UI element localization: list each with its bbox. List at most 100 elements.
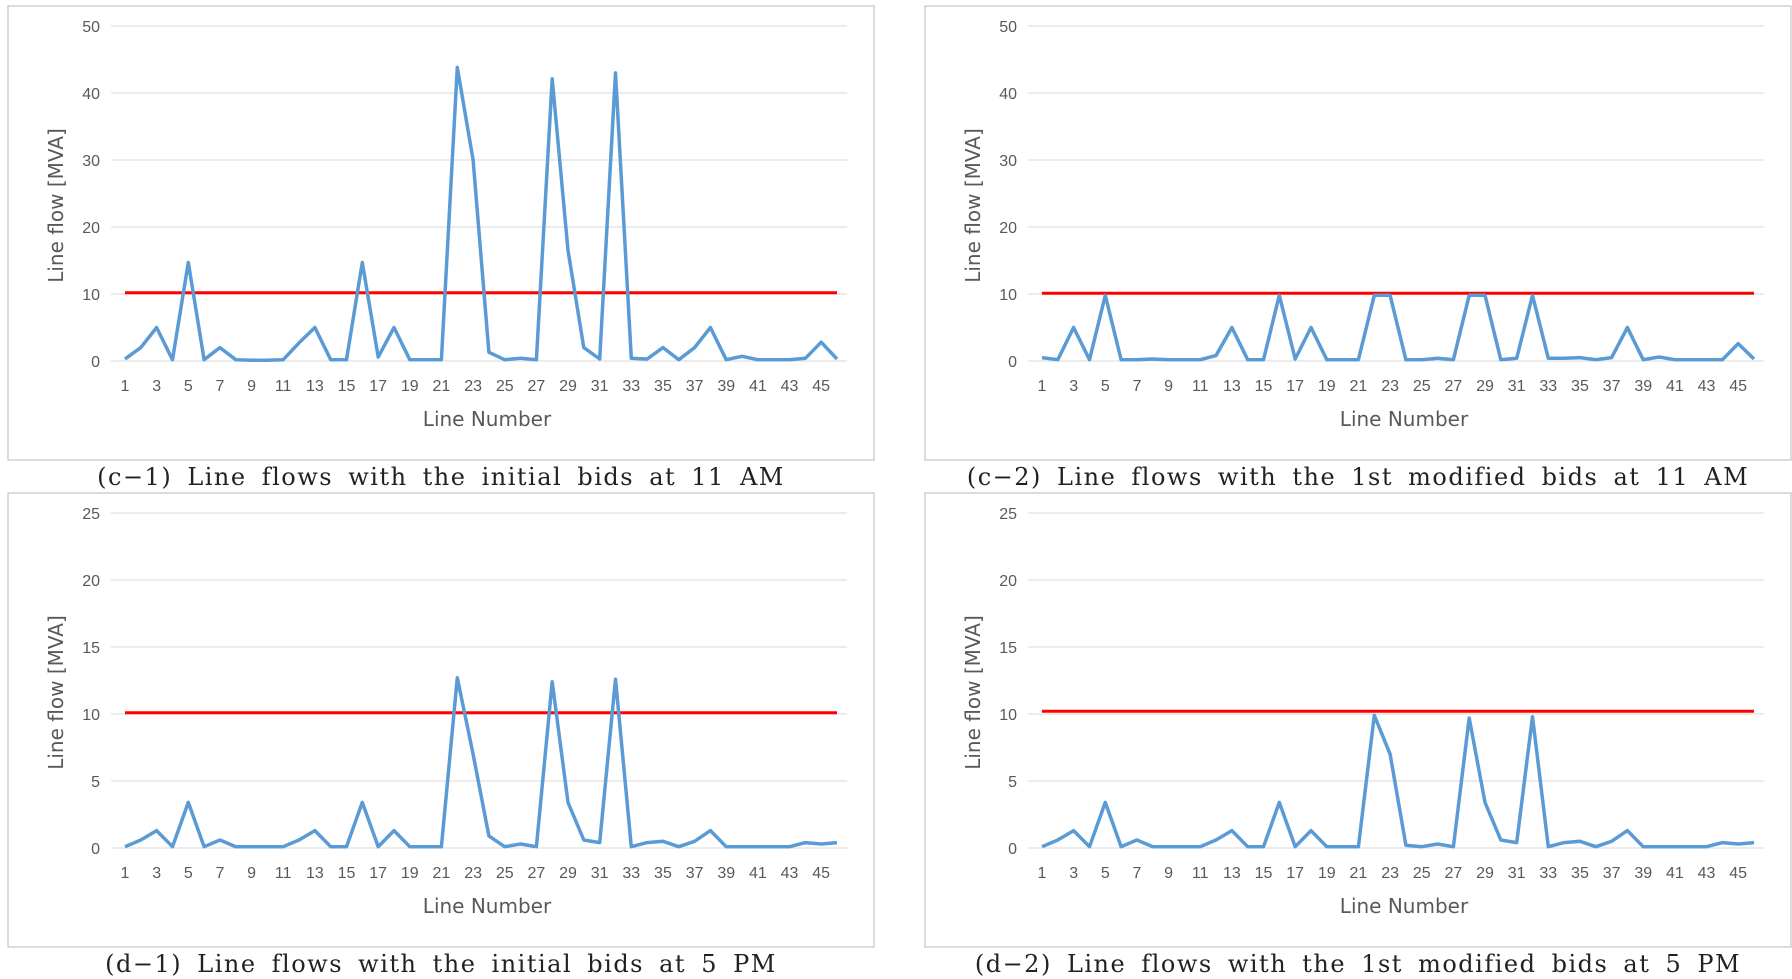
chart-frame (7, 492, 875, 948)
y-tick-label: 20 (999, 573, 1017, 590)
x-tick-label: 5 (1101, 378, 1110, 395)
x-axis-label: Line Number (423, 894, 552, 918)
y-tick-label: 20 (82, 220, 100, 237)
y-tick-label: 15 (82, 640, 100, 657)
x-tick-label: 35 (654, 865, 672, 882)
x-tick-label: 11 (1192, 865, 1209, 882)
x-tick-label: 37 (686, 865, 704, 882)
y-tick-label: 15 (999, 640, 1017, 657)
x-tick-label: 43 (781, 865, 799, 882)
x-tick-label: 39 (717, 378, 735, 395)
x-tick-label: 27 (1444, 378, 1462, 395)
y-tick-label: 20 (82, 573, 100, 590)
x-tick-label: 29 (1476, 865, 1494, 882)
chart-panel-d2: 0 5 10 15 20 25 1 3 5 7 9 11 13 15 17 19 21 23 25 27 29 31 33 3… (924, 492, 1792, 978)
x-tick-label: 13 (1223, 865, 1241, 882)
y-axis-label: Line flow [MVA] (44, 128, 68, 283)
x-tick-label: 7 (215, 378, 224, 395)
x-tick-label: 35 (1571, 378, 1589, 395)
x-tick-label: 45 (1729, 865, 1747, 882)
chart-frame (924, 492, 1792, 948)
y-axis-label: Line flow [MVA] (44, 615, 68, 770)
line-flow-series (1041, 713, 1755, 849)
x-tick-label: 25 (1413, 378, 1431, 395)
x-tick-label: 7 (215, 865, 224, 882)
x-tick-label: 29 (1476, 378, 1494, 395)
x-tick-label: 29 (559, 378, 577, 395)
chart-panel-c2: 0 10 20 30 40 50 1 3 5 7 9 11 13 15 17 19 21 23 25 27 29 31 33… (924, 5, 1792, 491)
x-tick-label: 43 (1698, 865, 1716, 882)
y-tick-label: 0 (1008, 841, 1017, 858)
caption-d1: (d−1) Line flows with the initial bids a… (105, 950, 777, 978)
x-tick-label: 11 (1192, 378, 1209, 395)
x-tick-label: 1 (1038, 865, 1047, 882)
x-tick-label: 31 (1508, 378, 1526, 395)
caption-c2: (c−2) Line flows with the 1st modified b… (966, 463, 1750, 491)
y-tick-label: 30 (82, 153, 100, 170)
x-tick-label: 23 (1381, 865, 1399, 882)
x-tick-label: 3 (1069, 378, 1078, 395)
x-tick-label: 31 (591, 378, 609, 395)
x-tick-label: 3 (152, 865, 161, 882)
caption-d2: (d−2) Line flows with the 1st modified b… (974, 950, 1742, 978)
y-tick-label: 10 (999, 287, 1017, 304)
y-tick-label: 40 (999, 86, 1017, 103)
x-tick-label: 1 (1038, 378, 1047, 395)
x-tick-label: 23 (464, 865, 482, 882)
x-tick-label: 45 (812, 865, 830, 882)
x-tick-label: 3 (152, 378, 161, 395)
x-tick-label: 33 (1539, 865, 1557, 882)
x-tick-label: 35 (654, 378, 672, 395)
y-tick-label: 10 (999, 707, 1017, 724)
y-tick-label: 30 (999, 153, 1017, 170)
chart-frame (7, 5, 875, 461)
x-tick-label: 39 (1634, 865, 1652, 882)
x-tick-label: 25 (1413, 865, 1431, 882)
x-tick-label: 41 (1666, 865, 1684, 882)
x-tick-label: 15 (338, 865, 356, 882)
x-axis-label: Line Number (1340, 894, 1469, 918)
x-tick-label: 31 (591, 865, 609, 882)
x-tick-label: 11 (275, 378, 292, 395)
y-tick-label: 10 (82, 287, 100, 304)
x-tick-label: 1 (121, 378, 130, 395)
x-tick-label: 15 (338, 378, 356, 395)
y-axis-label: Line flow [MVA] (961, 128, 985, 283)
y-tick-label: 0 (91, 841, 100, 858)
x-axis-label: Line Number (1340, 407, 1469, 431)
x-tick-label: 39 (717, 865, 735, 882)
x-tick-label: 13 (306, 865, 324, 882)
caption-c1: (c−1) Line flows with the initial bids a… (97, 463, 785, 491)
x-tick-label: 21 (433, 865, 451, 882)
y-tick-label: 50 (999, 19, 1017, 36)
y-tick-label: 5 (91, 774, 100, 791)
y-tick-label: 25 (999, 506, 1017, 523)
x-tick-label: 27 (1444, 865, 1462, 882)
x-tick-label: 5 (184, 378, 193, 395)
x-tick-label: 31 (1508, 865, 1526, 882)
x-tick-label: 21 (433, 378, 451, 395)
y-tick-label: 25 (82, 506, 100, 523)
x-tick-label: 5 (1101, 865, 1110, 882)
x-tick-label: 37 (1603, 865, 1621, 882)
chart-panel-d1: 0 5 10 15 20 25 1 3 5 7 9 11 13 15 17 19 21 23 25 27 29 31 33 3… (7, 492, 875, 978)
x-tick-label: 15 (1255, 865, 1273, 882)
x-tick-label: 21 (1350, 378, 1368, 395)
x-tick-label: 1 (121, 865, 130, 882)
x-tick-label: 19 (401, 378, 419, 395)
x-tick-label: 17 (369, 865, 387, 882)
x-tick-label: 37 (686, 378, 704, 395)
y-tick-label: 10 (82, 707, 100, 724)
x-tick-label: 13 (306, 378, 324, 395)
x-tick-label: 25 (496, 865, 514, 882)
x-tick-label: 5 (184, 865, 193, 882)
line-flow-series (1041, 293, 1756, 362)
x-tick-label: 27 (527, 865, 545, 882)
line-flow-series (123, 65, 839, 363)
y-tick-label: 50 (82, 19, 100, 36)
x-axis-label: Line Number (423, 407, 552, 431)
x-tick-label: 7 (1132, 378, 1141, 395)
y-axis-label: Line flow [MVA] (961, 615, 985, 770)
